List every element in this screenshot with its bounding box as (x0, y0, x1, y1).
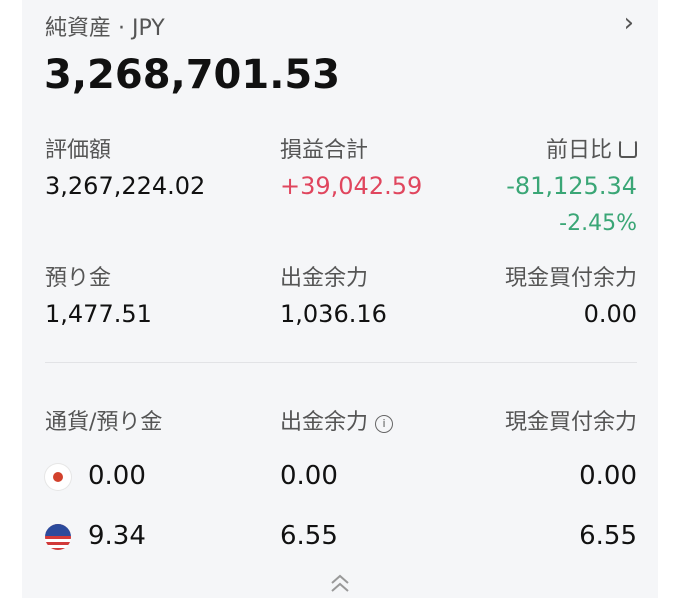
daychange-percent: -2.45% (559, 211, 637, 236)
deposit-value: 1,477.51 (45, 300, 152, 328)
buying-power-value: 0.00 (583, 300, 637, 328)
us-flag-icon (45, 524, 71, 550)
net-assets-value: 3,268,701.53 (44, 52, 341, 98)
usd-withdrawable: 6.55 (280, 521, 338, 551)
collapse-chevron-up-icon[interactable] (328, 572, 352, 598)
deposit-label: 預り金 (45, 266, 112, 291)
jpy-withdrawable: 0.00 (280, 461, 338, 491)
pnl-label: 損益合計 (280, 138, 369, 163)
chevron-right-icon[interactable]: › (623, 8, 634, 38)
pnl-value: +39,042.59 (280, 172, 423, 200)
divider (45, 362, 637, 363)
info-icon[interactable]: i (375, 415, 394, 433)
col-header-withdrawable-label: 出金余力 (280, 410, 369, 435)
valuation-label: 評価額 (45, 138, 112, 163)
japan-flag-icon (45, 464, 71, 490)
col-header-buying-power: 現金買付余力 (504, 410, 637, 435)
col-header-currency: 通貨/預り金 (45, 410, 163, 435)
daychange-label: 前日比 (545, 138, 612, 163)
share-icon[interactable] (619, 140, 637, 158)
valuation-value: 3,267,224.02 (45, 172, 206, 200)
daychange-header[interactable]: 前日比 (546, 132, 637, 164)
usd-buying-power: 6.55 (579, 521, 637, 551)
usd-deposit: 9.34 (88, 521, 146, 551)
jpy-buying-power: 0.00 (579, 461, 637, 491)
net-assets-title: 純資産 · JPY (45, 16, 165, 41)
buying-power-label: 現金買付余力 (504, 266, 637, 291)
col-header-withdrawable: 出金余力 i (280, 404, 394, 436)
net-assets-card (22, 0, 658, 598)
jpy-deposit: 0.00 (88, 461, 146, 491)
withdrawable-value: 1,036.16 (280, 300, 387, 328)
withdrawable-label: 出金余力 (280, 266, 369, 291)
daychange-value: -81,125.34 (506, 172, 637, 200)
